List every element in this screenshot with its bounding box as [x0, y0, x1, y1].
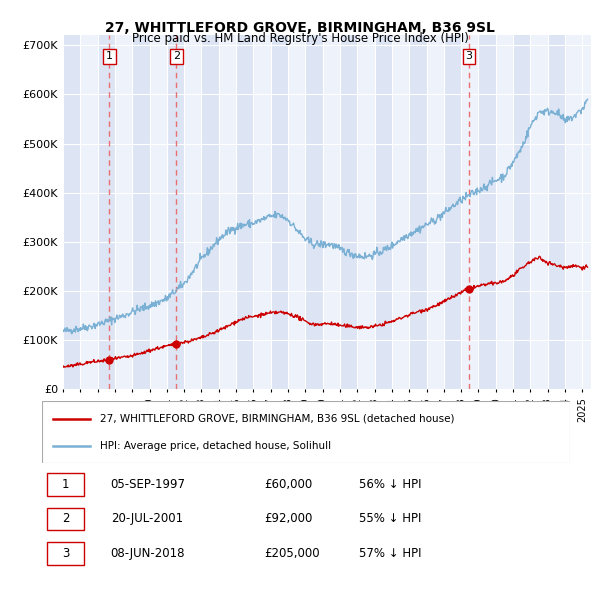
Text: 27, WHITTLEFORD GROVE, BIRMINGHAM, B36 9SL: 27, WHITTLEFORD GROVE, BIRMINGHAM, B36 9…: [105, 21, 495, 35]
Text: 05-SEP-1997: 05-SEP-1997: [110, 478, 185, 491]
Text: HPI: Average price, detached house, Solihull: HPI: Average price, detached house, Soli…: [100, 441, 331, 451]
Bar: [63, 35, 80, 389]
Text: 2: 2: [62, 513, 70, 526]
Bar: [548, 35, 565, 389]
Bar: [202, 35, 219, 389]
Text: 27, WHITTLEFORD GROVE, BIRMINGHAM, B36 9SL (detached house): 27, WHITTLEFORD GROVE, BIRMINGHAM, B36 9…: [100, 414, 455, 424]
FancyBboxPatch shape: [47, 542, 84, 565]
Text: 55% ↓ HPI: 55% ↓ HPI: [359, 513, 421, 526]
Text: 1: 1: [62, 478, 70, 491]
Bar: [340, 35, 357, 389]
Text: 20-JUL-2001: 20-JUL-2001: [110, 513, 183, 526]
Bar: [271, 35, 288, 389]
Bar: [513, 35, 530, 389]
Bar: [444, 35, 461, 389]
Bar: [167, 35, 184, 389]
Text: £92,000: £92,000: [264, 513, 312, 526]
FancyBboxPatch shape: [47, 507, 84, 530]
Bar: [305, 35, 323, 389]
Text: £205,000: £205,000: [264, 547, 319, 560]
Text: 1: 1: [106, 51, 113, 61]
Text: Price paid vs. HM Land Registry's House Price Index (HPI): Price paid vs. HM Land Registry's House …: [131, 32, 469, 45]
Bar: [374, 35, 392, 389]
Bar: [236, 35, 253, 389]
Bar: [478, 35, 496, 389]
Bar: [132, 35, 149, 389]
Text: 57% ↓ HPI: 57% ↓ HPI: [359, 547, 421, 560]
Text: 56% ↓ HPI: 56% ↓ HPI: [359, 478, 421, 491]
Bar: [409, 35, 427, 389]
Text: 3: 3: [465, 51, 472, 61]
Text: 2: 2: [173, 51, 180, 61]
Text: 3: 3: [62, 547, 70, 560]
Text: 08-JUN-2018: 08-JUN-2018: [110, 547, 185, 560]
FancyBboxPatch shape: [42, 401, 570, 463]
Bar: [98, 35, 115, 389]
FancyBboxPatch shape: [47, 473, 84, 496]
Text: £60,000: £60,000: [264, 478, 312, 491]
